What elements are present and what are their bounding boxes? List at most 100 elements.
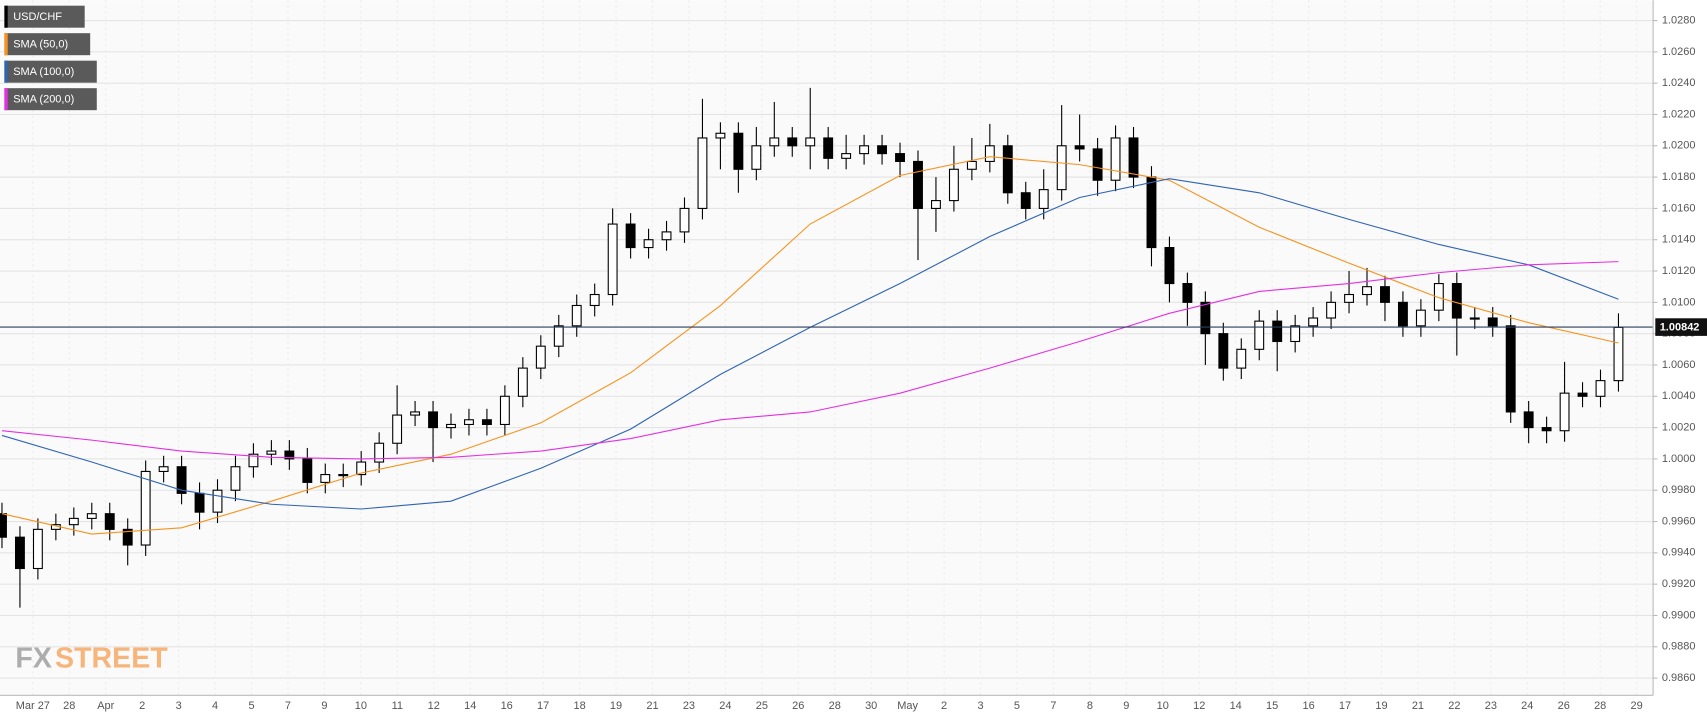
- candle-body: [679, 207, 690, 233]
- candle-body: [374, 442, 385, 463]
- legend-box: [4, 5, 85, 28]
- candle-body: [248, 453, 259, 468]
- y-tick-label: 1.0180: [1662, 171, 1696, 183]
- candle-body: [895, 153, 905, 162]
- x-tick-label: 29: [1631, 700, 1643, 712]
- x-tick-label: 5: [1014, 700, 1020, 712]
- candle-body: [1613, 326, 1624, 382]
- candle-body: [553, 325, 564, 347]
- x-tick-label: 21: [646, 700, 658, 712]
- candle-body: [1236, 348, 1247, 369]
- candle-body: [410, 411, 421, 416]
- x-tick-label: 8: [1087, 700, 1093, 712]
- y-tick-label: 1.0040: [1662, 390, 1696, 402]
- candle-body: [589, 293, 600, 307]
- candle-body: [1397, 301, 1408, 327]
- candle-body: [320, 474, 331, 483]
- candle-body: [194, 492, 205, 513]
- candle-body: [984, 145, 995, 162]
- plot-area: [0, 0, 1653, 695]
- logo-prefix: FX: [15, 643, 52, 675]
- x-tick-label: May: [897, 700, 918, 712]
- x-tick-label: 26: [1558, 700, 1570, 712]
- candle-body: [428, 411, 438, 429]
- y-tick-label: 0.9960: [1662, 515, 1696, 527]
- candle-body: [499, 395, 510, 426]
- candle-body: [930, 200, 941, 209]
- x-tick-label: 28: [1594, 700, 1606, 712]
- candle-body: [32, 528, 43, 570]
- candle-body: [104, 513, 115, 530]
- y-tick-label: 1.0120: [1662, 265, 1696, 277]
- candle-body: [1092, 148, 1103, 181]
- legend-box: [4, 88, 97, 111]
- x-tick-label: 2: [139, 700, 145, 712]
- candle-body: [643, 239, 654, 249]
- candle-body: [948, 168, 959, 202]
- candle-body: [877, 145, 888, 155]
- candle-body: [1523, 411, 1534, 429]
- logo-suffix: STREET: [55, 643, 168, 675]
- candle-body: [446, 423, 456, 429]
- x-tick-label: 3: [977, 700, 983, 712]
- candle-body: [733, 132, 744, 170]
- candle-body: [212, 489, 223, 513]
- sma-line: [1, 261, 1619, 460]
- x-tick-label: 2: [941, 700, 947, 712]
- candle-body: [966, 160, 977, 170]
- candle-body: [140, 470, 151, 546]
- candle-body: [697, 137, 708, 209]
- x-tick-label: 28: [829, 700, 841, 712]
- x-tick-label: 10: [1157, 700, 1169, 712]
- legend-label: SMA (50,0): [13, 39, 68, 51]
- candle-body: [823, 137, 834, 159]
- x-tick-label: 9: [321, 700, 327, 712]
- candle-body: [1002, 145, 1013, 194]
- candle-body: [0, 513, 7, 538]
- candle-body: [68, 517, 79, 526]
- x-tick-label: 24: [719, 700, 731, 712]
- candle-body: [1056, 145, 1067, 191]
- candle-body: [158, 466, 169, 472]
- x-tick-label: 12: [428, 700, 440, 712]
- x-tick-label: 10: [355, 700, 367, 712]
- candle-body: [1326, 301, 1337, 319]
- legend-box: [4, 60, 97, 83]
- candle-body: [1128, 137, 1139, 178]
- candle-body: [913, 160, 923, 209]
- y-tick-label: 1.0020: [1662, 422, 1696, 434]
- x-tick-label: 26: [792, 700, 804, 712]
- candle-body: [769, 137, 780, 147]
- candle-body: [1308, 317, 1319, 327]
- x-tick-label: 30: [865, 700, 877, 712]
- candle-body: [1451, 283, 1462, 319]
- candle-body: [338, 474, 349, 477]
- candle-body: [1074, 145, 1085, 150]
- candle-body: [1559, 392, 1570, 432]
- candle-body: [1182, 283, 1193, 303]
- legend-swatch: [4, 5, 8, 28]
- y-tick-label: 1.0240: [1662, 77, 1696, 89]
- candle-body: [661, 231, 672, 241]
- candle-body: [715, 132, 726, 139]
- candle-body: [1110, 137, 1121, 181]
- candle-body: [1038, 189, 1049, 209]
- legend-label: USD/CHF: [13, 11, 62, 23]
- candle-body: [1469, 317, 1480, 320]
- candle-body: [86, 513, 97, 519]
- candle-body: [176, 466, 187, 494]
- legend-swatch: [4, 88, 8, 111]
- candle-body: [392, 414, 403, 444]
- y-tick-label: 1.0160: [1662, 202, 1696, 214]
- x-tick-label: 14: [464, 700, 476, 712]
- candle-body: [1415, 309, 1426, 327]
- x-tick-label: 22: [1448, 700, 1460, 712]
- x-tick-label: 9: [1123, 700, 1129, 712]
- x-tick-label: 21: [1412, 700, 1424, 712]
- candle-body: [1254, 320, 1265, 350]
- candle-body: [1433, 283, 1444, 311]
- x-tick-label: 28: [63, 700, 75, 712]
- candle-body: [1272, 320, 1283, 343]
- x-tick-label: 16: [501, 700, 513, 712]
